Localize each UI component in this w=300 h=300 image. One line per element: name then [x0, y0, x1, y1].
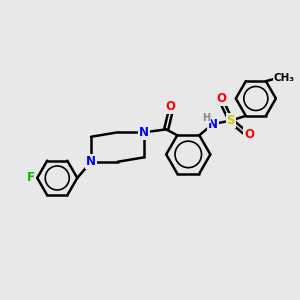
Text: N: N [139, 126, 149, 139]
Text: F: F [27, 172, 35, 184]
Text: N: N [86, 155, 96, 168]
Text: CH₃: CH₃ [274, 73, 295, 83]
Text: H: H [202, 112, 210, 123]
Text: O: O [216, 92, 226, 105]
Text: O: O [244, 128, 254, 141]
Text: O: O [166, 100, 176, 113]
Text: S: S [226, 114, 235, 127]
Text: N: N [208, 118, 218, 130]
